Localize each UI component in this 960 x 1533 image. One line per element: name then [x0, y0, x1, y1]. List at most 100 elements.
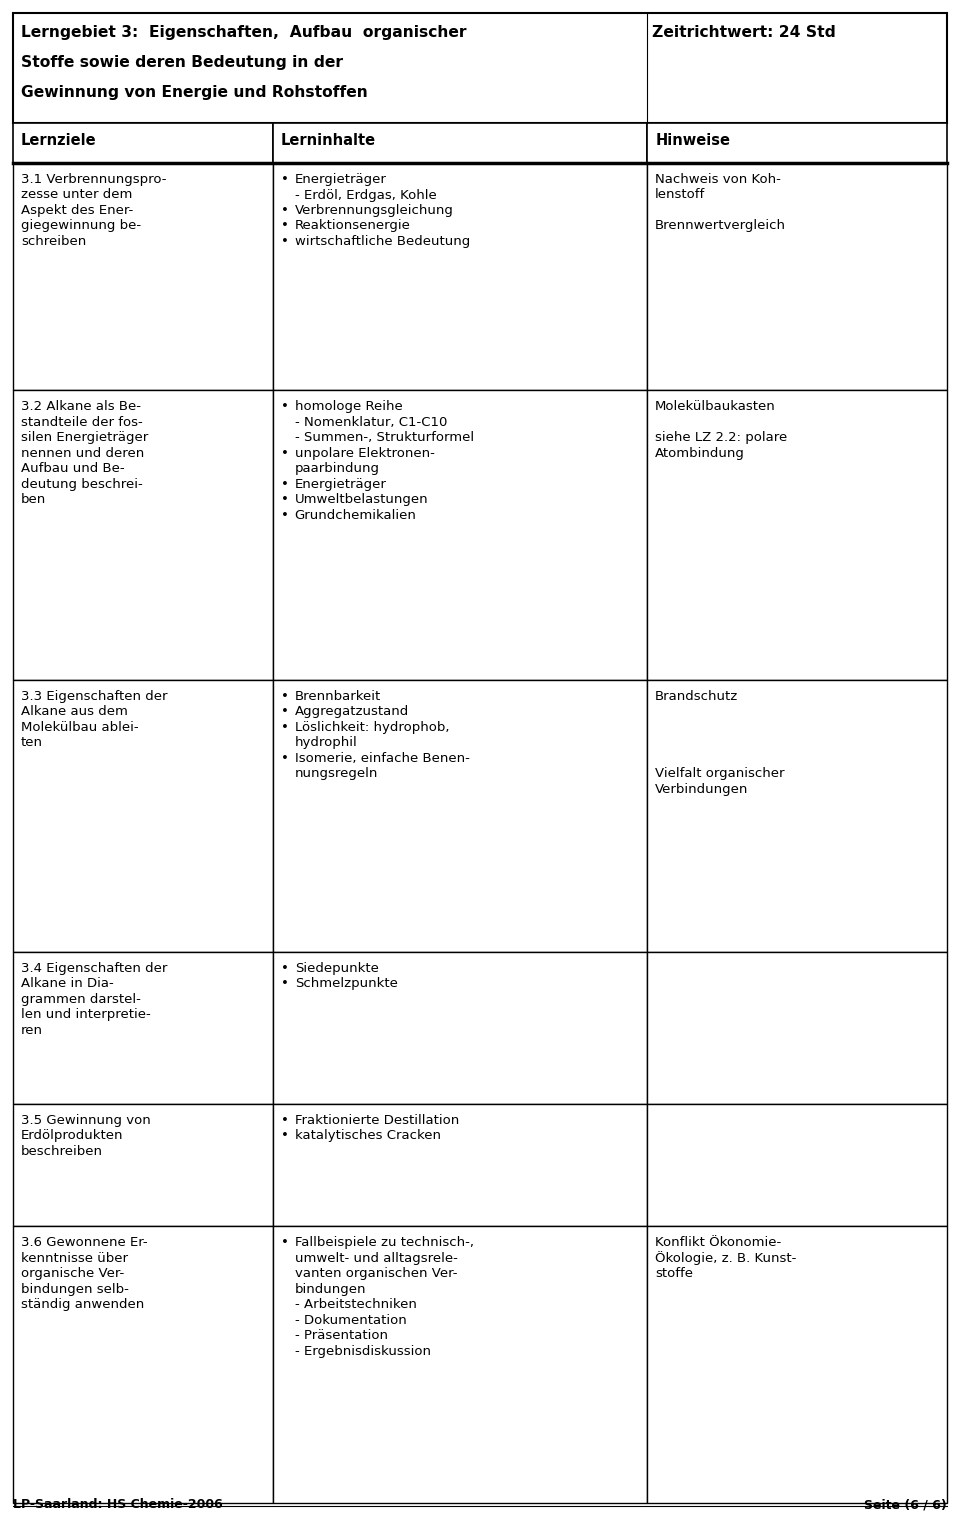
Text: •: • [280, 977, 289, 990]
Text: Aggregatzustand: Aggregatzustand [295, 705, 409, 717]
Text: Fraktionierte Destillation: Fraktionierte Destillation [295, 1114, 459, 1127]
Text: 3.2 Alkane als Be-: 3.2 Alkane als Be- [21, 400, 141, 412]
Text: 3.3 Eigenschaften der: 3.3 Eigenschaften der [21, 690, 167, 702]
Text: Verbrennungsgleichung: Verbrennungsgleichung [295, 204, 453, 218]
Text: - Arbeitstechniken: - Arbeitstechniken [295, 1298, 417, 1311]
Text: unpolare Elektronen-: unpolare Elektronen- [295, 446, 435, 460]
Text: Isomerie, einfache Benen-: Isomerie, einfache Benen- [295, 751, 469, 765]
Text: lenstoff: lenstoff [655, 189, 706, 201]
Text: Umweltbelastungen: Umweltbelastungen [295, 494, 428, 506]
Text: ren: ren [21, 1024, 43, 1036]
Text: Aufbau und Be-: Aufbau und Be- [21, 461, 125, 475]
Text: Hinweise: Hinweise [655, 133, 731, 149]
Text: •: • [280, 961, 289, 975]
Text: •: • [280, 204, 289, 218]
Text: Fallbeispiele zu technisch-,: Fallbeispiele zu technisch-, [295, 1236, 473, 1249]
Text: Löslichkeit: hydrophob,: Löslichkeit: hydrophob, [295, 721, 449, 733]
Text: Aspekt des Ener-: Aspekt des Ener- [21, 204, 133, 218]
Text: bindungen: bindungen [295, 1283, 366, 1295]
Text: ten: ten [21, 736, 43, 750]
Text: homologe Reihe: homologe Reihe [295, 400, 402, 412]
Bar [273, 679, 647, 952]
Bar [647, 679, 947, 952]
Text: standteile der fos-: standteile der fos- [21, 415, 143, 429]
Text: Stoffe sowie deren Bedeutung in der: Stoffe sowie deren Bedeutung in der [21, 55, 343, 71]
Text: •: • [280, 494, 289, 506]
Text: Energieträger: Energieträger [295, 173, 387, 185]
Bar [647, 123, 947, 162]
Text: Lerngebiet 3:  Eigenschaften,  Aufbau  organischer: Lerngebiet 3: Eigenschaften, Aufbau orga… [21, 25, 467, 40]
Text: Molekülbau ablei-: Molekülbau ablei- [21, 721, 138, 733]
Bar [13, 123, 273, 162]
Text: •: • [280, 446, 289, 460]
Text: Siedepunkte: Siedepunkte [295, 961, 378, 975]
Bar [13, 952, 273, 1104]
Text: 3.1 Verbrennungspro-: 3.1 Verbrennungspro- [21, 173, 166, 185]
Bar [273, 389, 647, 679]
Text: •: • [280, 705, 289, 717]
Text: len und interpretie-: len und interpretie- [21, 1009, 151, 1021]
Bar [647, 389, 947, 679]
Text: - Nomenklatur, C1-C10: - Nomenklatur, C1-C10 [295, 415, 447, 429]
Bar [13, 679, 273, 952]
Text: katalytisches Cracken: katalytisches Cracken [295, 1130, 441, 1142]
Text: Verbindungen: Verbindungen [655, 782, 749, 796]
Text: Lerninhalte: Lerninhalte [280, 133, 375, 149]
Text: Brandschutz: Brandschutz [655, 690, 738, 702]
Text: - Erdöl, Erdgas, Kohle: - Erdöl, Erdgas, Kohle [295, 189, 437, 201]
Text: stoffe: stoffe [655, 1266, 693, 1280]
Text: siehe LZ 2.2: polare: siehe LZ 2.2: polare [655, 431, 787, 445]
Bar [273, 123, 647, 162]
Text: •: • [280, 400, 289, 412]
Text: Brennbarkeit: Brennbarkeit [295, 690, 381, 702]
Bar [647, 1104, 947, 1226]
Text: 3.4 Eigenschaften der: 3.4 Eigenschaften der [21, 961, 167, 975]
Text: - Präsentation: - Präsentation [295, 1329, 388, 1341]
Text: LP-Saarland: HS Chemie-2006: LP-Saarland: HS Chemie-2006 [13, 1498, 223, 1512]
Text: •: • [280, 173, 289, 185]
Text: Brennwertvergleich: Brennwertvergleich [655, 219, 786, 233]
Bar [273, 1226, 647, 1502]
Text: Schmelzpunkte: Schmelzpunkte [295, 977, 397, 990]
Bar [13, 1104, 273, 1226]
Text: ben: ben [21, 494, 46, 506]
Text: Vielfalt organischer: Vielfalt organischer [655, 766, 784, 780]
Bar [13, 1226, 273, 1502]
Text: nennen und deren: nennen und deren [21, 446, 144, 460]
Text: grammen darstel-: grammen darstel- [21, 992, 141, 1006]
Text: •: • [280, 690, 289, 702]
Text: wirtschaftliche Bedeutung: wirtschaftliche Bedeutung [295, 235, 469, 248]
Text: •: • [280, 1114, 289, 1127]
Text: deutung beschrei-: deutung beschrei- [21, 478, 143, 491]
Text: Seite (6 / 6): Seite (6 / 6) [864, 1498, 947, 1512]
Text: 3.6 Gewonnene Er-: 3.6 Gewonnene Er- [21, 1236, 148, 1249]
Bar [273, 952, 647, 1104]
Bar [13, 162, 273, 389]
Bar [13, 389, 273, 679]
Text: organische Ver-: organische Ver- [21, 1266, 124, 1280]
Text: paarbindung: paarbindung [295, 461, 379, 475]
Bar [647, 952, 947, 1104]
Text: Alkane aus dem: Alkane aus dem [21, 705, 128, 717]
Text: Erdölprodukten: Erdölprodukten [21, 1130, 124, 1142]
Text: •: • [280, 235, 289, 248]
Text: - Summen-, Strukturformel: - Summen-, Strukturformel [295, 431, 474, 445]
Text: nungsregeln: nungsregeln [295, 766, 378, 780]
Text: Alkane in Dia-: Alkane in Dia- [21, 977, 113, 990]
Text: ständig anwenden: ständig anwenden [21, 1298, 144, 1311]
Text: Konflikt Ökonomie-: Konflikt Ökonomie- [655, 1236, 781, 1249]
Text: Molekülbaukasten: Molekülbaukasten [655, 400, 776, 412]
Text: •: • [280, 478, 289, 491]
Bar [647, 162, 947, 389]
Text: bindungen selb-: bindungen selb- [21, 1283, 129, 1295]
Text: 3.5 Gewinnung von: 3.5 Gewinnung von [21, 1114, 151, 1127]
Text: umwelt- und alltagsrele-: umwelt- und alltagsrele- [295, 1251, 458, 1265]
Text: •: • [280, 1130, 289, 1142]
Bar [273, 162, 647, 389]
Text: Atombindung: Atombindung [655, 446, 745, 460]
Text: Zeitrichtwert: 24 Std: Zeitrichtwert: 24 Std [652, 25, 836, 40]
Bar [647, 1226, 947, 1502]
Text: Ökologie, z. B. Kunst-: Ökologie, z. B. Kunst- [655, 1251, 797, 1265]
Text: Gewinnung von Energie und Rohstoffen: Gewinnung von Energie und Rohstoffen [21, 84, 368, 100]
Text: Energieträger: Energieträger [295, 478, 387, 491]
